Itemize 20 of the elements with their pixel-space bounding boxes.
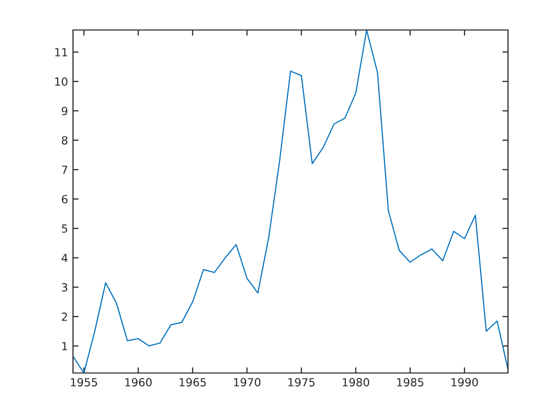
y-tick-label: 8 (62, 136, 68, 145)
y-tick-label: 3 (62, 283, 68, 292)
x-tick-label: 1965 (180, 378, 206, 386)
x-tick-label: 1960 (125, 378, 152, 386)
y-tick-label: 1 (62, 342, 68, 350)
y-tick-label: 6 (62, 194, 68, 204)
y-tick-label: 4 (62, 254, 68, 262)
y-tick-label: 7 (62, 166, 68, 174)
x-tick-label: 1975 (288, 378, 315, 386)
y-tick-label: 9 (62, 106, 68, 116)
y-tick-label: 2 (62, 312, 68, 321)
y-tick-label: 10 (55, 77, 68, 86)
x-tick-label: 1985 (397, 378, 424, 386)
x-tick-label: 1980 (342, 378, 370, 386)
x-tick-label: 1955 (70, 378, 98, 386)
x-tick-label: 1990 (452, 378, 478, 386)
line-series (73, 30, 508, 373)
y-tick-label: 11 (55, 48, 68, 56)
y-tick-label: 5 (62, 224, 68, 233)
x-tick-label: 1970 (234, 378, 260, 386)
